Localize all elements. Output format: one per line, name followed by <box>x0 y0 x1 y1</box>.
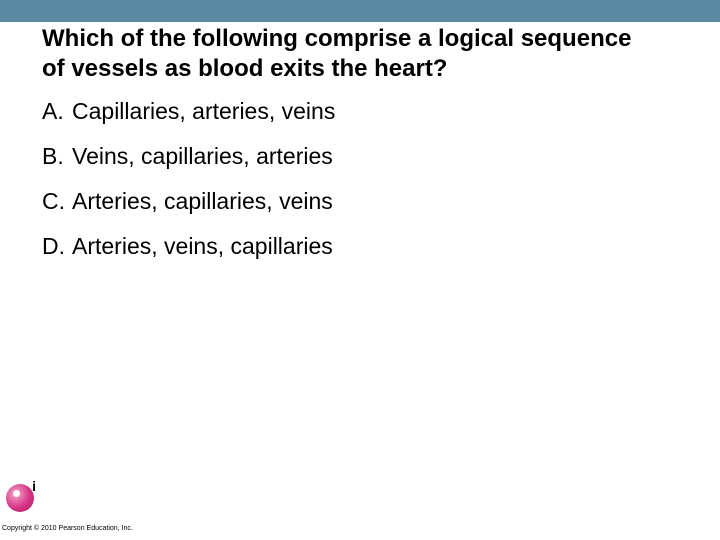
slide-content: Which of the following comprise a logica… <box>42 24 642 278</box>
option-letter: C. <box>42 188 72 215</box>
slide-container: Which of the following comprise a logica… <box>0 0 720 540</box>
option-letter: D. <box>42 233 72 260</box>
option-text: Arteries, veins, capillaries <box>72 233 333 260</box>
option-letter: A. <box>42 98 72 125</box>
option-d: D. Arteries, veins, capillaries <box>42 233 642 260</box>
copyright-text: Copyright © 2010 Pearson Education, Inc. <box>2 525 133 532</box>
header-bar <box>0 0 720 22</box>
option-letter: B. <box>42 143 72 170</box>
option-a: A. Capillaries, arteries, veins <box>42 98 642 125</box>
option-c: C. Arteries, capillaries, veins <box>42 188 642 215</box>
options-list: A. Capillaries, arteries, veins B. Veins… <box>42 98 642 260</box>
publisher-logo: i <box>6 484 34 512</box>
option-text: Capillaries, arteries, veins <box>72 98 335 125</box>
question-text: Which of the following comprise a logica… <box>42 24 642 84</box>
logo-dot-icon <box>13 490 20 497</box>
option-text: Arteries, capillaries, veins <box>72 188 333 215</box>
logo-circle-icon <box>6 484 34 512</box>
option-b: B. Veins, capillaries, arteries <box>42 143 642 170</box>
option-text: Veins, capillaries, arteries <box>72 143 333 170</box>
logo-i-icon: i <box>32 478 36 494</box>
